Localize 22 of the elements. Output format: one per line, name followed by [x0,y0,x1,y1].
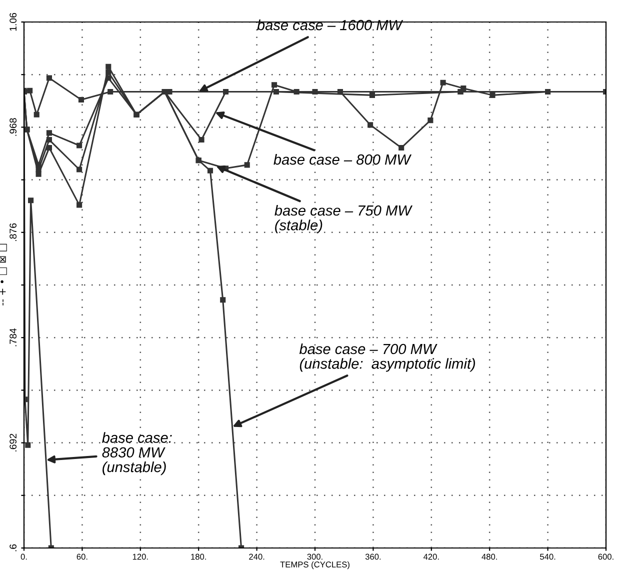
x-tick-label: 300. [307,554,322,560]
x-tick-label: 240. [249,554,264,560]
y-tick-label: .692 [10,434,17,452]
annotation: base case – 750 MW (stable) [274,204,413,234]
y-tick-label: .6 [10,544,17,552]
annotation: base case: 8830 MW (unstable) [102,432,172,476]
x-tick-label: 600. [598,554,614,560]
x-tick-label: 360. [365,554,381,560]
x-tick-label: 420. [423,554,439,560]
x-tick-label: 180. [191,554,206,560]
y-tick-label: .784 [10,328,17,346]
y-tick-label: .968 [10,118,17,136]
x-tick-label: 540. [540,554,556,560]
x-tick-label: 0. [20,554,27,560]
annotation: base case – 700 MW (unstable: asymptotic limit) [299,343,476,372]
y-tick-label: 1.06 [10,12,17,31]
x-tick-label: 60. [76,554,88,560]
x-tick-label: 480. [482,554,497,560]
x-tick-label: 120. [132,554,148,560]
annotation: base case – 800 MW [274,154,412,165]
x-axis-title: TEMPS (CYCLES) [280,561,350,570]
y-tick-label: .876 [10,223,17,241]
